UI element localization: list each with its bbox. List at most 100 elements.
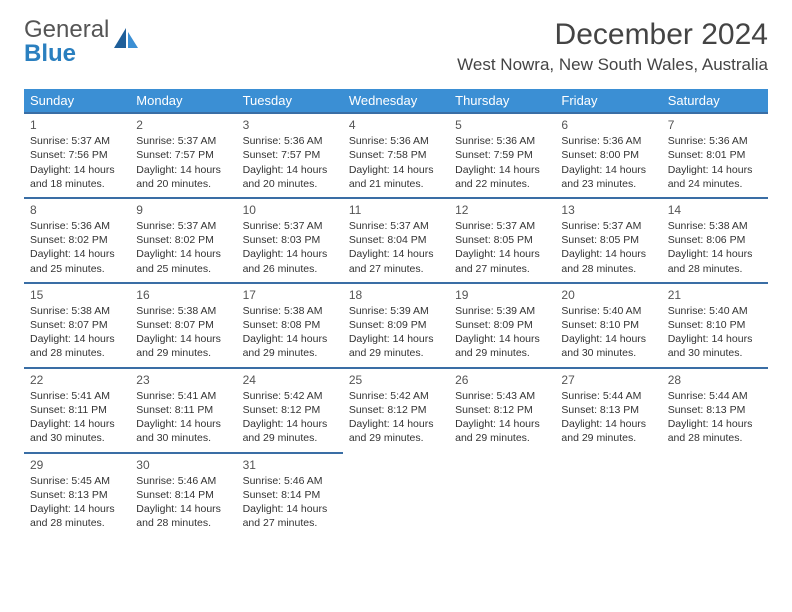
daylight-text: Daylight: 14 hours and 27 minutes.: [455, 247, 549, 275]
daylight-text: Daylight: 14 hours and 30 minutes.: [30, 417, 124, 445]
sunrise-text: Sunrise: 5:40 AM: [561, 304, 655, 318]
weekday-header: Friday: [555, 89, 661, 113]
daylight-text: Daylight: 14 hours and 28 minutes.: [668, 247, 762, 275]
day-cell: 6Sunrise: 5:36 AMSunset: 8:00 PMDaylight…: [555, 113, 661, 198]
day-number: 28: [668, 372, 762, 388]
sunrise-text: Sunrise: 5:36 AM: [561, 134, 655, 148]
empty-cell: [449, 453, 555, 537]
sunset-text: Sunset: 8:07 PM: [136, 318, 230, 332]
sunset-text: Sunset: 7:57 PM: [243, 148, 337, 162]
day-number: 6: [561, 117, 655, 133]
day-cell: 31Sunrise: 5:46 AMSunset: 8:14 PMDayligh…: [237, 453, 343, 537]
day-number: 4: [349, 117, 443, 133]
title-block: December 2024 West Nowra, New South Wale…: [457, 18, 768, 75]
sunset-text: Sunset: 8:10 PM: [668, 318, 762, 332]
sunset-text: Sunset: 8:14 PM: [243, 488, 337, 502]
daylight-text: Daylight: 14 hours and 18 minutes.: [30, 163, 124, 191]
weekday-header: Sunday: [24, 89, 130, 113]
daylight-text: Daylight: 14 hours and 29 minutes.: [243, 417, 337, 445]
daylight-text: Daylight: 14 hours and 26 minutes.: [243, 247, 337, 275]
day-number: 31: [243, 457, 337, 473]
day-cell: 10Sunrise: 5:37 AMSunset: 8:03 PMDayligh…: [237, 198, 343, 283]
day-cell: 20Sunrise: 5:40 AMSunset: 8:10 PMDayligh…: [555, 283, 661, 368]
calendar-row: 15Sunrise: 5:38 AMSunset: 8:07 PMDayligh…: [24, 283, 768, 368]
daylight-text: Daylight: 14 hours and 29 minutes.: [455, 332, 549, 360]
sunrise-text: Sunrise: 5:38 AM: [668, 219, 762, 233]
day-number: 22: [30, 372, 124, 388]
day-number: 9: [136, 202, 230, 218]
sunset-text: Sunset: 8:05 PM: [561, 233, 655, 247]
day-number: 7: [668, 117, 762, 133]
day-number: 27: [561, 372, 655, 388]
sunrise-text: Sunrise: 5:43 AM: [455, 389, 549, 403]
logo-bottom-text: Blue: [24, 42, 109, 66]
sunset-text: Sunset: 7:59 PM: [455, 148, 549, 162]
calendar-row: 1Sunrise: 5:37 AMSunset: 7:56 PMDaylight…: [24, 113, 768, 198]
sunrise-text: Sunrise: 5:46 AM: [243, 474, 337, 488]
sunset-text: Sunset: 8:06 PM: [668, 233, 762, 247]
location-text: West Nowra, New South Wales, Australia: [457, 55, 768, 75]
day-cell: 13Sunrise: 5:37 AMSunset: 8:05 PMDayligh…: [555, 198, 661, 283]
sunset-text: Sunset: 8:04 PM: [349, 233, 443, 247]
sunset-text: Sunset: 8:14 PM: [136, 488, 230, 502]
sunrise-text: Sunrise: 5:38 AM: [136, 304, 230, 318]
sunset-text: Sunset: 7:58 PM: [349, 148, 443, 162]
calendar-row: 22Sunrise: 5:41 AMSunset: 8:11 PMDayligh…: [24, 368, 768, 453]
sunset-text: Sunset: 8:13 PM: [561, 403, 655, 417]
daylight-text: Daylight: 14 hours and 28 minutes.: [136, 502, 230, 530]
sunrise-text: Sunrise: 5:37 AM: [243, 219, 337, 233]
daylight-text: Daylight: 14 hours and 29 minutes.: [349, 332, 443, 360]
sunset-text: Sunset: 8:09 PM: [455, 318, 549, 332]
sunset-text: Sunset: 8:07 PM: [30, 318, 124, 332]
sunset-text: Sunset: 8:00 PM: [561, 148, 655, 162]
sunrise-text: Sunrise: 5:36 AM: [30, 219, 124, 233]
daylight-text: Daylight: 14 hours and 29 minutes.: [243, 332, 337, 360]
daylight-text: Daylight: 14 hours and 27 minutes.: [349, 247, 443, 275]
day-cell: 25Sunrise: 5:42 AMSunset: 8:12 PMDayligh…: [343, 368, 449, 453]
day-number: 20: [561, 287, 655, 303]
sunrise-text: Sunrise: 5:44 AM: [561, 389, 655, 403]
day-number: 15: [30, 287, 124, 303]
sunrise-text: Sunrise: 5:37 AM: [561, 219, 655, 233]
sunrise-text: Sunrise: 5:38 AM: [30, 304, 124, 318]
weekday-header-row: Sunday Monday Tuesday Wednesday Thursday…: [24, 89, 768, 113]
daylight-text: Daylight: 14 hours and 25 minutes.: [30, 247, 124, 275]
day-number: 18: [349, 287, 443, 303]
sunrise-text: Sunrise: 5:36 AM: [668, 134, 762, 148]
day-cell: 30Sunrise: 5:46 AMSunset: 8:14 PMDayligh…: [130, 453, 236, 537]
calendar-table: Sunday Monday Tuesday Wednesday Thursday…: [24, 89, 768, 536]
daylight-text: Daylight: 14 hours and 28 minutes.: [30, 502, 124, 530]
sunset-text: Sunset: 8:02 PM: [136, 233, 230, 247]
weekday-header: Monday: [130, 89, 236, 113]
daylight-text: Daylight: 14 hours and 22 minutes.: [455, 163, 549, 191]
day-number: 24: [243, 372, 337, 388]
day-cell: 5Sunrise: 5:36 AMSunset: 7:59 PMDaylight…: [449, 113, 555, 198]
day-number: 23: [136, 372, 230, 388]
day-number: 2: [136, 117, 230, 133]
sunset-text: Sunset: 8:01 PM: [668, 148, 762, 162]
sunset-text: Sunset: 8:12 PM: [349, 403, 443, 417]
sunrise-text: Sunrise: 5:36 AM: [243, 134, 337, 148]
empty-cell: [555, 453, 661, 537]
day-cell: 27Sunrise: 5:44 AMSunset: 8:13 PMDayligh…: [555, 368, 661, 453]
daylight-text: Daylight: 14 hours and 30 minutes.: [668, 332, 762, 360]
weekday-header: Thursday: [449, 89, 555, 113]
sunrise-text: Sunrise: 5:42 AM: [349, 389, 443, 403]
sunrise-text: Sunrise: 5:45 AM: [30, 474, 124, 488]
sunset-text: Sunset: 8:11 PM: [136, 403, 230, 417]
daylight-text: Daylight: 14 hours and 29 minutes.: [561, 417, 655, 445]
daylight-text: Daylight: 14 hours and 20 minutes.: [136, 163, 230, 191]
day-cell: 15Sunrise: 5:38 AMSunset: 8:07 PMDayligh…: [24, 283, 130, 368]
sunrise-text: Sunrise: 5:38 AM: [243, 304, 337, 318]
sunrise-text: Sunrise: 5:37 AM: [136, 134, 230, 148]
weekday-header: Tuesday: [237, 89, 343, 113]
day-cell: 28Sunrise: 5:44 AMSunset: 8:13 PMDayligh…: [662, 368, 768, 453]
empty-cell: [662, 453, 768, 537]
sail-icon: [112, 26, 140, 59]
sunset-text: Sunset: 7:57 PM: [136, 148, 230, 162]
daylight-text: Daylight: 14 hours and 30 minutes.: [561, 332, 655, 360]
daylight-text: Daylight: 14 hours and 21 minutes.: [349, 163, 443, 191]
sunrise-text: Sunrise: 5:40 AM: [668, 304, 762, 318]
day-number: 26: [455, 372, 549, 388]
day-number: 8: [30, 202, 124, 218]
